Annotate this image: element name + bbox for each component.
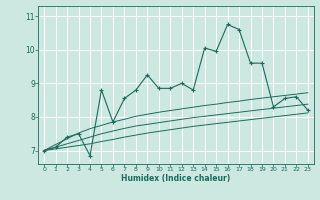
X-axis label: Humidex (Indice chaleur): Humidex (Indice chaleur) <box>121 174 231 183</box>
